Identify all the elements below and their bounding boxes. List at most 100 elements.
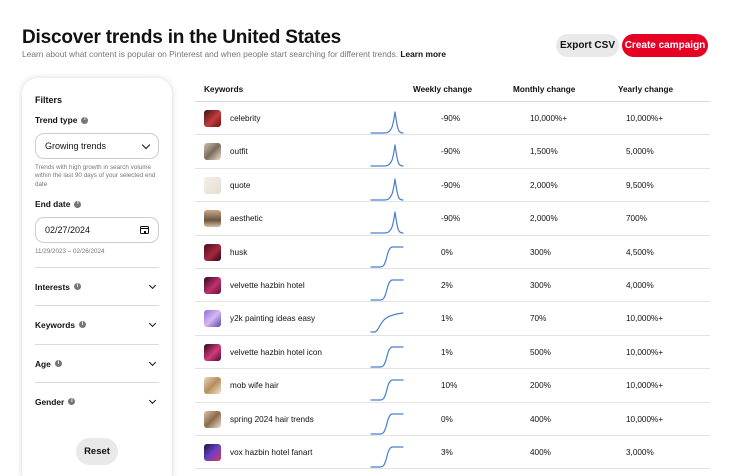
learn-more-link[interactable]: Learn more	[400, 49, 446, 59]
info-icon[interactable]: i	[73, 283, 81, 290]
trend-type-help: Trends with high growth in search volume…	[35, 164, 156, 188]
trend-type-select[interactable]: Growing trends	[35, 133, 159, 159]
trend-line	[370, 144, 404, 167]
trend-sparkline	[370, 178, 404, 201]
table-row[interactable]: mob wife hair 10% 200% 10,000%+	[195, 369, 710, 403]
info-icon[interactable]: i	[68, 398, 76, 405]
keyword-thumbnail	[204, 377, 221, 395]
filter-section-label: Gender i	[35, 397, 76, 407]
keyword-cell[interactable]: velvette hazbin hotel icon	[230, 347, 322, 357]
trend-line	[370, 245, 404, 268]
trend-line	[370, 211, 404, 234]
filter-section-gender[interactable]: Gender i	[35, 382, 159, 420]
keyword-thumbnail	[204, 110, 221, 127]
column-header-monthly[interactable]: Monthly change	[513, 85, 576, 94]
table-row[interactable]: quote -90% 2,000% 9,500%	[195, 169, 710, 203]
table-row[interactable]: velvette hazbin hotel icon 1% 500% 10,000%+	[195, 336, 710, 370]
trend-type-label: Trend type i	[35, 115, 89, 125]
table-header: Keywords Weekly change Monthly change Ye…	[195, 78, 710, 102]
filter-section-label-text: Age	[35, 358, 51, 369]
filter-section-age[interactable]: Age i	[35, 344, 159, 382]
filter-section-interests[interactable]: Interests i	[35, 267, 159, 305]
keyword-cell[interactable]: outfit	[230, 147, 248, 157]
monthly-change-cell: 300%	[530, 247, 551, 257]
table-row[interactable]: velvette hazbin hotel 2% 300% 4,000%	[195, 269, 710, 303]
weekly-change-cell: 1%	[441, 347, 453, 357]
info-icon[interactable]: i	[81, 116, 89, 124]
chevron-down-icon	[148, 396, 157, 404]
weekly-change-cell: 10%	[441, 381, 458, 391]
trend-line	[370, 446, 404, 468]
info-icon[interactable]: i	[54, 360, 62, 367]
yearly-change-cell: 5,000%	[626, 147, 654, 157]
filter-section-label-text: Interests	[35, 281, 70, 292]
export-csv-button[interactable]: Export CSV	[556, 34, 619, 57]
keyword-cell[interactable]: husk	[230, 247, 248, 257]
yearly-change-cell: 10,000%+	[626, 414, 664, 424]
keyword-cell[interactable]: y2k painting ideas easy	[230, 314, 316, 324]
chevron-down-icon	[141, 140, 151, 149]
keyword-cell[interactable]: celebrity	[230, 114, 261, 123]
filter-section-label-text: Keywords	[35, 319, 76, 330]
filters-panel: Filters Trend type i Growing trends Tren…	[22, 78, 172, 476]
chevron-down-icon	[148, 281, 157, 289]
yearly-change-cell: 10,000%+	[626, 347, 664, 357]
page-subtitle: Learn about what content is popular on P…	[22, 49, 446, 59]
table-row[interactable]: husk 0% 300% 4,500%	[195, 236, 710, 269]
keyword-cell[interactable]: aesthetic	[230, 214, 263, 224]
keyword-cell[interactable]: spring 2024 hair trends	[230, 414, 314, 424]
filter-section-keywords[interactable]: Keywords i	[35, 305, 159, 343]
monthly-change-cell: 2,000%	[530, 214, 558, 224]
weekly-change-cell: 1%	[441, 314, 453, 324]
end-date-value: 02/27/2024	[45, 225, 91, 235]
chevron-down-icon	[148, 358, 157, 366]
table-row[interactable]: vox hazbin hotel fanart 3% 400% 3,000%	[195, 436, 710, 470]
column-header-yearly[interactable]: Yearly change	[618, 85, 674, 94]
column-header-keywords: Keywords	[204, 85, 244, 94]
keyword-thumbnail	[204, 176, 221, 194]
table-row[interactable]: spring 2024 hair trends 0% 400% 10,000%+	[195, 403, 710, 436]
trend-type-label-text: Trend type	[35, 115, 78, 125]
yearly-change-cell: 10,000%+	[626, 381, 664, 391]
keyword-cell[interactable]: vox hazbin hotel fanart	[230, 447, 313, 457]
info-icon[interactable]: i	[74, 200, 82, 208]
reset-button[interactable]: Reset	[76, 438, 118, 465]
keyword-cell[interactable]: mob wife hair	[230, 381, 279, 391]
calendar-icon[interactable]	[140, 226, 149, 234]
table-row[interactable]: aesthetic -90% 2,000% 700%	[195, 202, 710, 236]
trend-sparkline	[370, 111, 404, 134]
trends-table: Keywords Weekly change Monthly change Ye…	[195, 78, 710, 470]
table-row[interactable]: celebrity -90% 10,000%+ 10,000%+	[195, 102, 710, 136]
weekly-change-cell: 3%	[441, 447, 453, 457]
subtitle-text: Learn about what content is popular on P…	[22, 49, 399, 59]
table-row[interactable]: y2k painting ideas easy 1% 70% 10,000%+	[195, 302, 710, 336]
trend-type-value: Growing trends	[45, 141, 107, 151]
yearly-change-cell: 4,500%	[626, 247, 654, 257]
create-campaign-button[interactable]: Create campaign	[622, 34, 708, 57]
trend-line	[370, 111, 404, 134]
yearly-change-cell: 3,000%	[626, 447, 654, 457]
weekly-change-cell: -90%	[441, 214, 461, 224]
trend-sparkline	[370, 245, 404, 268]
weekly-change-cell: 0%	[441, 414, 453, 424]
yearly-change-cell: 9,500%	[626, 180, 654, 190]
filters-heading: Filters	[35, 95, 63, 105]
end-date-input[interactable]: 02/27/2024	[35, 217, 159, 243]
monthly-change-cell: 300%	[530, 280, 551, 290]
trend-sparkline	[370, 144, 404, 167]
info-icon[interactable]: i	[79, 321, 87, 328]
keyword-thumbnail	[204, 143, 221, 161]
trend-line	[370, 178, 404, 201]
keyword-cell[interactable]: quote	[230, 180, 251, 190]
monthly-change-cell: 70%	[530, 314, 547, 324]
column-header-weekly[interactable]: Weekly change	[413, 85, 473, 94]
trend-sparkline	[370, 312, 404, 333]
keyword-thumbnail	[204, 410, 221, 428]
monthly-change-cell: 2,000%	[530, 180, 558, 190]
keyword-thumbnail	[204, 343, 221, 361]
trend-sparkline	[370, 346, 404, 368]
trend-line	[370, 379, 404, 401]
keyword-cell[interactable]: velvette hazbin hotel	[230, 280, 305, 290]
table-row[interactable]: outfit -90% 1,500% 5,000%	[195, 135, 710, 169]
keyword-thumbnail	[204, 243, 221, 261]
